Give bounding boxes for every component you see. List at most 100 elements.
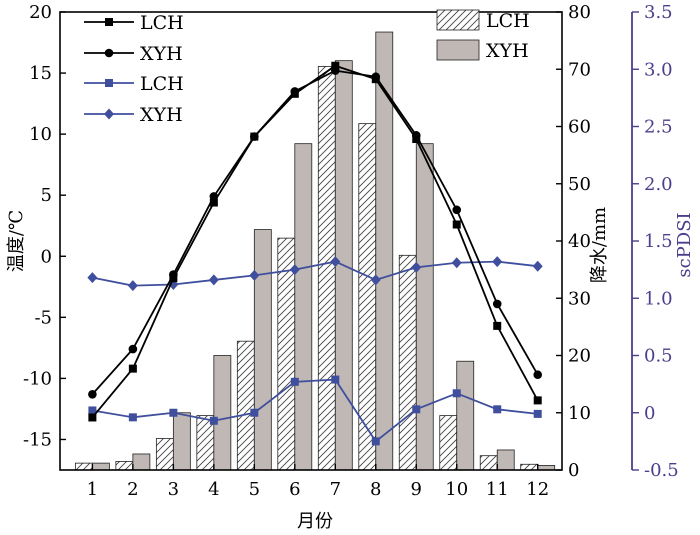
scpdsi-lch-point-8	[371, 437, 380, 446]
temp-lch-point-10	[452, 220, 461, 229]
bar-lch-10	[439, 415, 458, 471]
legend-label-xyh: XYH	[140, 104, 183, 126]
bar-xyh-1	[91, 462, 110, 471]
x-tick-label: 11	[486, 479, 509, 500]
scpdsi-tick-label: 3.0	[644, 59, 673, 80]
legend-label-xyh: XYH	[140, 43, 183, 65]
scpdsi-xyh-line	[92, 260, 538, 287]
x-tick-label: 8	[370, 479, 381, 500]
temp-tick-label: 15	[29, 63, 52, 84]
temp-axis-label: 温度/℃	[6, 210, 27, 272]
scpdsi-lch-point-1	[88, 406, 97, 415]
temp-xyh-point-5	[250, 132, 259, 141]
precip-tick-label: 50	[568, 174, 591, 195]
bar-lch-11	[479, 455, 498, 471]
temp-lch-point-4	[209, 198, 218, 207]
precip-tick-label: 10	[568, 403, 591, 424]
temp-tick-label: 5	[41, 185, 52, 206]
scpdsi-xyh-point-2	[127, 280, 138, 292]
temp-xyh-point-4	[209, 192, 219, 201]
x-tick-label: 5	[249, 479, 260, 500]
data-lines	[87, 61, 543, 446]
scpdsi-xyh-point-8	[370, 274, 381, 286]
scpdsi-tick-label: 1.0	[644, 288, 673, 309]
temp-lch-point-1	[88, 413, 97, 422]
temp-tick-label: -5	[34, 307, 52, 328]
bar-lch-9	[398, 254, 417, 471]
scpdsi-xyh-point-10	[451, 257, 462, 269]
legend-bar-label-xyh: XYH	[486, 40, 529, 62]
scpdsi-lch-line	[92, 378, 538, 443]
scpdsi-lch-point-10	[452, 389, 461, 398]
scpdsi-tick-label: -0.5	[644, 460, 679, 481]
scpdsi-axis-label: scPDSI	[674, 212, 695, 277]
bar-lch-3	[155, 438, 174, 471]
scpdsi-xyh-point-12	[532, 260, 543, 272]
scpdsi-xyh-point-11	[492, 256, 503, 268]
bar-lch-5	[236, 340, 255, 471]
temp-xyh-point-10	[452, 205, 462, 215]
legend-marker-lch	[105, 79, 113, 87]
bar-lch-12	[520, 463, 539, 471]
bar-lch-7	[317, 65, 336, 471]
temp-lch-point-11	[493, 321, 502, 330]
x-tick-label: 7	[330, 479, 341, 500]
precip-tick-label: 40	[568, 231, 591, 252]
scpdsi-xyh-point-9	[411, 261, 422, 273]
temp-tick-label: 10	[29, 124, 52, 145]
x-tick-label: 6	[289, 479, 300, 500]
scpdsi-tick-label: 0	[644, 403, 655, 424]
temp-lch-point-2	[128, 364, 137, 373]
bar-xyh-10	[456, 360, 475, 471]
bar-xyh-2	[132, 453, 151, 471]
scpdsi-lch-point-3	[169, 408, 178, 417]
temp-xyh-line	[91, 69, 539, 395]
temp-lch-point-12	[533, 396, 542, 405]
scpdsi-lch-point-7	[331, 375, 340, 384]
temp-xyh-point-12	[533, 370, 543, 380]
bar-lch-1	[74, 462, 93, 471]
precip-tick-label: 80	[568, 2, 591, 23]
temp-tick-label: 20	[29, 2, 52, 23]
bar-xyh-9	[415, 143, 434, 471]
precip-tick-label: 70	[568, 59, 591, 80]
temp-xyh-point-8	[371, 72, 381, 82]
scpdsi-lch-point-9	[412, 405, 421, 414]
precipitation-bars	[74, 31, 556, 471]
scpdsi-lch-point-12	[533, 409, 542, 418]
legend-label-lch: LCH	[140, 12, 184, 34]
bar-xyh-5	[253, 229, 272, 471]
scpdsi-tick-label: 1.5	[644, 231, 673, 252]
temp-tick-label: -10	[23, 368, 52, 389]
precip-axis-label: 降水/mm	[589, 207, 610, 283]
scpdsi-lch-point-6	[290, 377, 299, 386]
temp-lch-line	[91, 64, 539, 419]
bar-lch-6	[277, 237, 296, 471]
scpdsi-xyh-point-5	[249, 269, 260, 281]
x-axis-label: 月份	[297, 511, 333, 532]
scpdsi-tick-label: 2.0	[644, 174, 673, 195]
bar-xyh-4	[213, 355, 232, 471]
precip-tick-label: 30	[568, 288, 591, 309]
scpdsi-lch-point-2	[128, 413, 137, 422]
bar-xyh-3	[172, 412, 191, 471]
legend: LCH XYH LCH XYH LCH XYH	[84, 9, 530, 126]
scpdsi-lch-point-5	[250, 408, 259, 417]
x-tick-label: 3	[168, 479, 179, 500]
temp-lch-point-7	[331, 61, 340, 70]
scpdsi-tick-label: 0.5	[644, 346, 673, 367]
legend-bar-swatch-xyh	[436, 39, 480, 61]
x-tick-label: 1	[87, 479, 98, 500]
bar-xyh-11	[496, 449, 515, 471]
temp-xyh-point-3	[169, 270, 178, 279]
precip-tick-label: 0	[568, 460, 579, 481]
scpdsi-tick-label: 3.5	[644, 2, 673, 23]
temp-tick-label: 0	[41, 246, 52, 267]
x-tick-label: 2	[127, 479, 138, 500]
precip-tick-label: 60	[568, 117, 591, 138]
legend-bar-label-lch: LCH	[486, 10, 530, 32]
temp-xyh-point-7	[330, 66, 340, 75]
legend-marker-xyh	[104, 48, 114, 58]
axes: -15-10-505101520温度/℃01020304050607080降水/…	[6, 2, 695, 500]
